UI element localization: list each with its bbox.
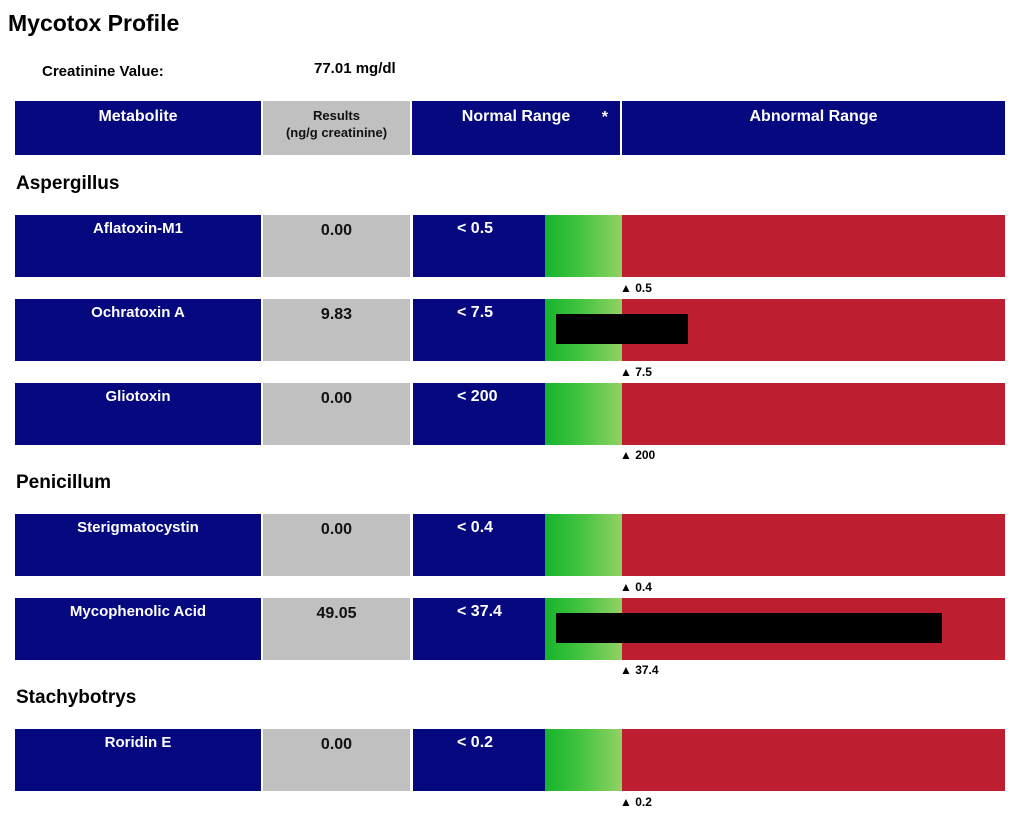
reference-marker: ▲ 7.5 — [620, 365, 652, 379]
header-normal-label: Normal Range — [461, 108, 571, 125]
result-bar — [556, 613, 942, 643]
asterisk-icon: * — [601, 109, 608, 126]
abnormal-zone — [622, 514, 1005, 576]
result-value: 0.00 — [263, 383, 410, 445]
reference-marker: ▲ 0.2 — [620, 795, 652, 809]
normal-range: < 0.5 — [413, 215, 545, 277]
result-value: 49.05 — [263, 598, 410, 660]
reference-marker: ▲ 0.4 — [620, 580, 652, 594]
result-value: 0.00 — [263, 514, 410, 576]
table-row: Gliotoxin 0.00 < 200 — [15, 383, 1005, 445]
reference-marker: ▲ 200 — [620, 448, 656, 462]
normal-range: < 200 — [413, 383, 545, 445]
table-row: Mycophenolic Acid 49.05 < 37.4 — [15, 598, 1005, 660]
metabolite-name: Ochratoxin A — [15, 299, 261, 361]
header-results-line1: Results — [313, 108, 360, 123]
metabolite-name: Roridin E — [15, 729, 261, 791]
result-bar — [556, 314, 688, 344]
metabolite-name: Aflatoxin-M1 — [15, 215, 261, 277]
normal-range: < 0.4 — [413, 514, 545, 576]
header-abnormal-range: Abnormal Range — [622, 101, 1005, 155]
creatinine-value: 77.01 mg/dl — [314, 60, 396, 77]
normal-zone — [545, 215, 622, 277]
metabolite-name: Gliotoxin — [15, 383, 261, 445]
normal-zone — [545, 514, 622, 576]
section-title: Aspergillus — [16, 173, 120, 194]
normal-range: < 37.4 — [413, 598, 545, 660]
reference-marker: ▲ 37.4 — [620, 663, 659, 677]
metabolite-name: Sterigmatocystin — [15, 514, 261, 576]
page-title: Mycotox Profile — [8, 10, 180, 36]
normal-zone — [545, 383, 622, 445]
table-row: Aflatoxin-M1 0.00 < 0.5 — [15, 215, 1005, 277]
header-normal-range: Normal Range * — [412, 101, 620, 155]
metabolite-name: Mycophenolic Acid — [15, 598, 261, 660]
result-value: 0.00 — [263, 215, 410, 277]
creatinine-label: Creatinine Value: — [42, 63, 164, 80]
section-title: Stachybotrys — [16, 687, 137, 708]
result-value: 0.00 — [263, 729, 410, 791]
section-title: Penicillum — [16, 472, 112, 493]
normal-range: < 7.5 — [413, 299, 545, 361]
header-metabolite: Metabolite — [15, 101, 261, 155]
header-results-line2: (ng/g creatinine) — [285, 125, 388, 140]
abnormal-zone — [622, 215, 1005, 277]
result-value: 9.83 — [263, 299, 410, 361]
table-row: Roridin E 0.00 < 0.2 — [15, 729, 1005, 791]
normal-range: < 0.2 — [413, 729, 545, 791]
table-row: Sterigmatocystin 0.00 < 0.4 — [15, 514, 1005, 576]
abnormal-zone — [622, 729, 1005, 791]
header-results: Results (ng/g creatinine) — [263, 101, 410, 155]
table-row: Ochratoxin A 9.83 < 7.5 — [15, 299, 1005, 361]
abnormal-zone — [622, 383, 1005, 445]
normal-zone — [545, 729, 622, 791]
reference-marker: ▲ 0.5 — [620, 281, 652, 295]
